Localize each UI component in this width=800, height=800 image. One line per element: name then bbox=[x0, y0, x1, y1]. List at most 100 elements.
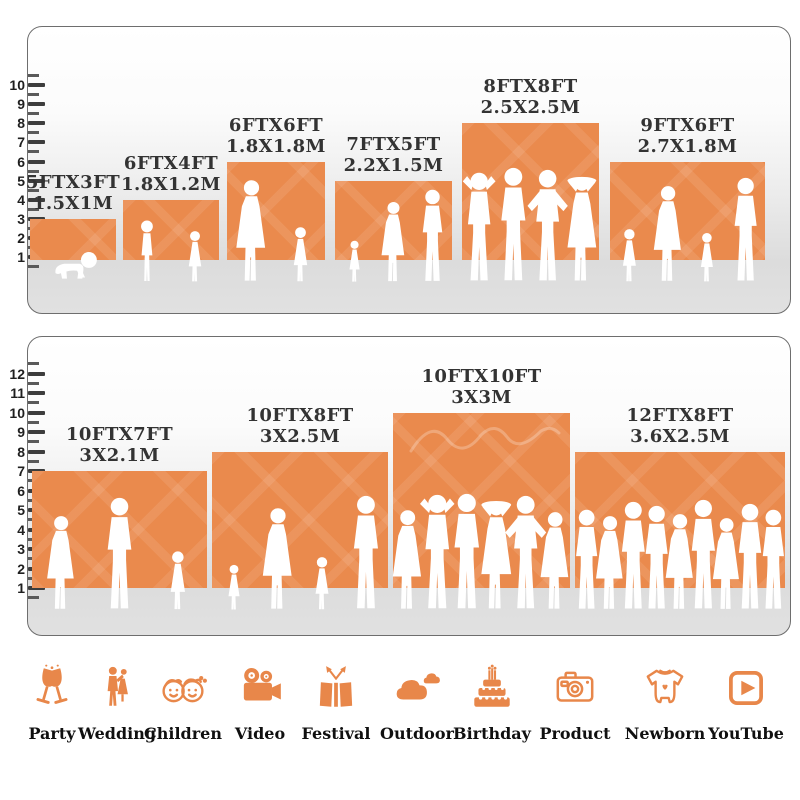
backdrop-size-label: 8FTX8FT 2.5X2.5M bbox=[421, 76, 641, 118]
ruler-tick-minor bbox=[28, 74, 39, 78]
ruler-tick-label: 5 bbox=[17, 502, 25, 518]
ruler-tick-minor bbox=[28, 93, 39, 97]
ruler-tick-major bbox=[28, 178, 45, 183]
category-label: Wedding bbox=[77, 724, 157, 743]
backdrop-size-feet: 7FTX5FT bbox=[346, 133, 441, 155]
category-children: Children bbox=[141, 660, 225, 743]
ruler-tick-label: 10 bbox=[9, 77, 25, 94]
category-birthday: Birthday bbox=[450, 660, 534, 743]
category-festival: Festival bbox=[294, 660, 378, 743]
backdrop-size-label: 5FTX3FT 1.5X1M bbox=[0, 172, 183, 214]
people-silhouettes bbox=[622, 177, 757, 282]
people-silhouettes bbox=[392, 493, 569, 609]
backdrop-bar bbox=[123, 199, 219, 282]
ruler-tick-label: 8 bbox=[17, 115, 25, 132]
ruler-tick-minor bbox=[28, 207, 39, 211]
backdrop-size-meters: 2.7X1.8M bbox=[637, 135, 738, 157]
ruler-tick-major bbox=[28, 159, 45, 164]
ruler-tick-major bbox=[28, 586, 45, 590]
ruler-tick-major bbox=[28, 83, 45, 88]
backdrop-size-label: 10FTX10FT 3X3M bbox=[372, 366, 592, 408]
backdrop-size-feet: 12FTX8FT bbox=[626, 404, 734, 426]
backdrop-bar bbox=[462, 123, 599, 281]
ruler-tick-label: 3 bbox=[17, 210, 25, 227]
ruler-tick-minor bbox=[28, 440, 39, 444]
category-label: Video bbox=[234, 724, 286, 743]
backdrop-bar bbox=[227, 161, 325, 282]
ruler-tick-label: 1 bbox=[17, 580, 25, 596]
ruler-tick-label: 6 bbox=[17, 153, 25, 170]
ruler-tick-label: 11 bbox=[10, 385, 25, 401]
people-silhouettes bbox=[47, 497, 185, 610]
backdrop-size-meters: 3X3M bbox=[451, 386, 512, 408]
ruler-tick-major bbox=[28, 140, 45, 145]
backdrop-size-label: 12FTX8FT 3.6X2.5M bbox=[570, 405, 790, 447]
backdrop-size-feet: 6FTX4FT bbox=[123, 152, 219, 174]
category-label: Newborn bbox=[624, 724, 706, 743]
ruler-tick-label: 3 bbox=[17, 541, 25, 557]
ruler-tick-minor bbox=[28, 459, 39, 463]
youtube-icon bbox=[704, 660, 788, 716]
wedding-icon bbox=[75, 660, 159, 716]
ruler-tick-major bbox=[28, 197, 45, 202]
ruler-tick-major bbox=[28, 391, 45, 395]
ruler-tick-minor bbox=[28, 265, 39, 269]
ruler-tick-label: 12 bbox=[9, 365, 25, 382]
ruler-tick-label: 10 bbox=[9, 404, 25, 421]
backdrop-size-label: 9FTX6FT 2.7X1.8M bbox=[578, 115, 798, 157]
newborn-icon bbox=[623, 660, 707, 716]
ruler-tick-label: 6 bbox=[17, 482, 25, 499]
backdrop-size-meters: 1.5X1M bbox=[32, 192, 114, 214]
ruler-tick-minor bbox=[28, 401, 39, 405]
festival-icon bbox=[294, 660, 378, 716]
category-label: Outdoor bbox=[380, 724, 454, 743]
category-label: Children bbox=[144, 724, 222, 743]
category-youtube: YouTube bbox=[704, 660, 788, 743]
ruler-tick-label: 1 bbox=[17, 249, 25, 265]
backdrop-size-label: 7FTX5FT 2.2X1.5M bbox=[284, 134, 504, 176]
ruler-tick-major bbox=[28, 449, 45, 454]
children-icon bbox=[141, 660, 225, 716]
people-silhouettes bbox=[576, 499, 784, 609]
ruler-tick-label: 4 bbox=[17, 191, 25, 208]
backdrop-bar bbox=[610, 161, 765, 282]
backdrop-size-meters: 2.2X1.5M bbox=[343, 154, 444, 176]
party-icon bbox=[10, 660, 94, 716]
birthday-icon bbox=[450, 660, 534, 716]
ruler-tick-minor bbox=[28, 131, 39, 135]
ruler-tick-major bbox=[28, 430, 45, 434]
watermark-scribble bbox=[409, 426, 561, 452]
category-label: Product bbox=[539, 724, 611, 743]
backdrop-bar bbox=[335, 180, 452, 282]
ruler-tick-minor bbox=[28, 112, 39, 116]
backdrop-bar bbox=[212, 451, 388, 610]
ruler-tick-minor bbox=[28, 420, 39, 424]
ruler-tick-label: 9 bbox=[17, 424, 25, 440]
ruler-tick-label: 2 bbox=[17, 229, 25, 246]
ruler-tick-minor bbox=[28, 188, 39, 192]
backdrop-size-meters: 3X2.1M bbox=[79, 445, 160, 466]
backdrop-size-feet: 10FTX10FT bbox=[421, 365, 542, 387]
backdrop-size-feet: 5FTX3FT bbox=[25, 171, 121, 193]
backdrop-size-meters: 1.8X1.8M bbox=[226, 135, 326, 157]
backdrop-size-label: 10FTX7FT 3X2.1M bbox=[10, 424, 230, 466]
ruler-tick-minor bbox=[28, 381, 39, 385]
category-label: Party bbox=[28, 724, 76, 743]
ruler-tick-minor bbox=[28, 596, 39, 600]
ruler-tick-label: 4 bbox=[17, 521, 25, 538]
ruler-tick-minor bbox=[28, 362, 39, 366]
category-label: Festival bbox=[301, 724, 371, 743]
video-icon bbox=[218, 660, 302, 716]
category-video: Video bbox=[218, 660, 302, 743]
backdrop-size-meters: 2.5X2.5M bbox=[480, 97, 581, 119]
category-party: Party bbox=[10, 660, 94, 743]
category-product: Product bbox=[533, 660, 617, 743]
category-newborn: Newborn bbox=[623, 660, 707, 743]
product-icon bbox=[533, 660, 617, 716]
category-outdoor: Outdoor bbox=[375, 660, 459, 743]
ruler-tick-label: 7 bbox=[17, 134, 25, 151]
people-silhouettes bbox=[462, 167, 597, 281]
ruler-tick-major bbox=[28, 371, 45, 376]
category-wedding: Wedding bbox=[75, 660, 159, 743]
